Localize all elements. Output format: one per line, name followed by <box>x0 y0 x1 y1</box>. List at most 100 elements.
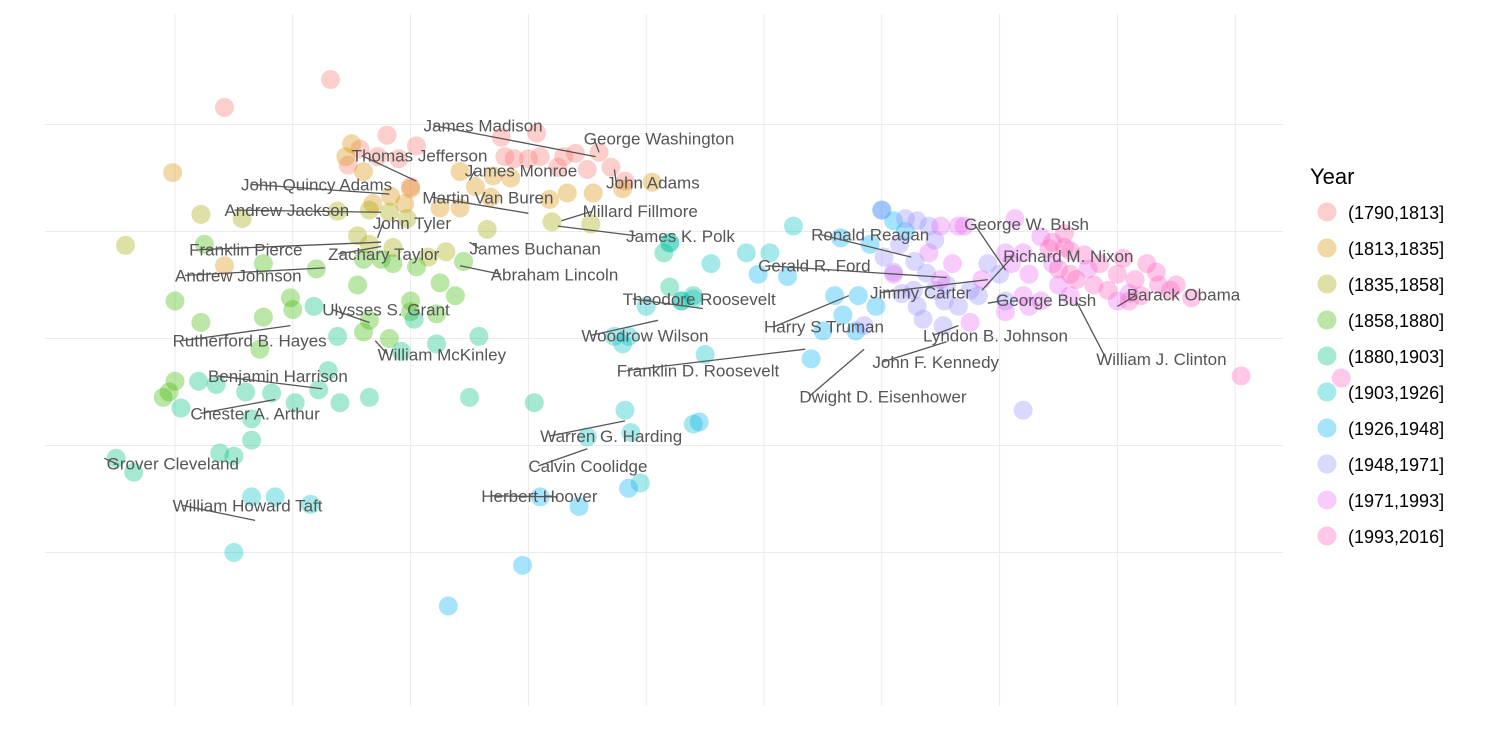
president-label: William McKinley <box>378 346 507 365</box>
president-label: Franklin Pierce <box>189 241 302 260</box>
data-point <box>695 345 715 365</box>
data-point <box>748 264 768 284</box>
data-point <box>683 414 703 434</box>
data-point <box>931 216 951 236</box>
legend-key <box>1317 454 1337 474</box>
label-leader-line <box>182 504 256 522</box>
data-point <box>530 147 550 167</box>
legend-label: (1903,1926] <box>1348 383 1444 403</box>
president-label: Martin Van Buren <box>422 188 553 207</box>
legend-label: (1948,1971] <box>1348 455 1444 475</box>
label-leader-lines <box>104 124 1138 522</box>
president-label: James Madison <box>424 117 543 136</box>
data-point <box>280 288 300 308</box>
data-point <box>224 543 244 562</box>
label-leader-line <box>773 295 850 328</box>
data-point <box>1074 245 1094 265</box>
data-point <box>917 263 937 283</box>
legend-key <box>1317 382 1337 402</box>
data-point <box>1031 227 1051 247</box>
label-leader-line <box>768 265 947 279</box>
data-point <box>165 291 185 311</box>
data-point <box>232 209 252 229</box>
data-point <box>191 204 211 224</box>
label-leader-line <box>182 325 291 342</box>
data-point <box>469 326 489 346</box>
data-point <box>1146 262 1166 282</box>
label-leader-line <box>469 241 480 250</box>
data-point <box>866 296 886 316</box>
data-point <box>1013 400 1033 420</box>
data-point <box>495 147 515 167</box>
data-point <box>153 387 173 407</box>
president-label: Andrew Jackson <box>224 201 349 220</box>
label-leader-line <box>250 183 390 195</box>
president-label: William Howard Taft <box>173 496 323 515</box>
data-point <box>760 243 780 263</box>
data-point <box>1078 259 1098 279</box>
label-leader-line <box>626 348 806 372</box>
data-point <box>383 254 403 274</box>
president-labels: James Madison George Washington Thomas Jef… <box>107 117 1241 516</box>
president-label: Calvin Coolidge <box>528 457 647 476</box>
label-leader-line <box>550 420 626 437</box>
data-point <box>242 409 262 429</box>
president-label: Franklin D. Roosevelt <box>617 362 780 381</box>
president-label: Chester A. Arthur <box>190 404 320 423</box>
data-point <box>253 254 273 274</box>
data-point <box>404 309 424 329</box>
data-points <box>106 70 1351 616</box>
data-point <box>968 286 988 306</box>
data-point <box>1125 270 1145 290</box>
data-point <box>948 296 968 316</box>
data-point <box>165 371 185 391</box>
data-point <box>353 162 373 182</box>
data-point <box>630 473 650 493</box>
data-point <box>895 222 915 241</box>
data-point <box>359 387 379 407</box>
data-point <box>518 149 538 169</box>
legend-key <box>1317 274 1337 294</box>
label-leader-line <box>217 375 323 390</box>
data-point <box>872 200 892 220</box>
data-point <box>942 254 962 274</box>
data-point <box>1331 368 1351 388</box>
data-point <box>401 291 421 311</box>
legend: Year (1790,1813](1813,1835](1835,1858](1… <box>1310 164 1444 547</box>
president-label: James Monroe <box>465 162 577 181</box>
label-leader-line <box>104 457 117 465</box>
data-point <box>460 387 479 407</box>
data-point <box>348 275 368 295</box>
data-point <box>542 212 562 232</box>
president-label: Gerald R. Ford <box>758 257 870 276</box>
data-point <box>465 177 485 197</box>
label-leader-line <box>1075 300 1107 360</box>
data-point <box>438 596 458 616</box>
data-point <box>436 242 456 262</box>
data-point <box>1013 286 1033 306</box>
data-point <box>736 243 756 263</box>
data-point <box>1131 286 1151 306</box>
label-leader-line <box>973 223 1007 271</box>
president-label: James K. Polk <box>626 227 735 246</box>
data-point <box>860 234 880 254</box>
data-point <box>884 262 904 282</box>
data-point <box>1090 254 1110 274</box>
data-point <box>1060 241 1080 261</box>
data-point <box>833 305 853 325</box>
legend-key <box>1317 238 1337 258</box>
data-point <box>250 339 270 359</box>
president-label: Woodrow Wilson <box>581 326 708 345</box>
president-label: Rutherford B. Hayes <box>173 332 327 351</box>
data-point <box>379 329 399 348</box>
data-point <box>283 300 303 320</box>
data-point <box>1054 238 1074 258</box>
data-point <box>615 400 635 420</box>
data-point <box>397 209 417 229</box>
data-point <box>1119 284 1139 304</box>
data-point <box>483 166 503 186</box>
data-point <box>972 270 992 290</box>
data-point <box>613 334 633 354</box>
data-point <box>214 256 234 276</box>
data-point <box>854 316 874 336</box>
